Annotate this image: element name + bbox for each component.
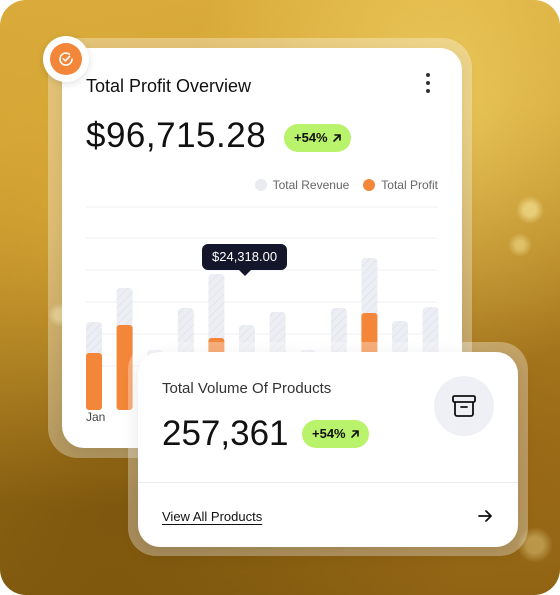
products-volume-value: 257,361 xyxy=(162,414,289,453)
card-divider xyxy=(138,482,518,483)
x-axis-label-first: Jan xyxy=(86,410,106,424)
legend-label-revenue: Total Revenue xyxy=(272,178,350,192)
kebab-menu-icon[interactable] xyxy=(424,73,432,95)
legend-dot-profit xyxy=(363,179,376,191)
legend-item-revenue: Total Revenue xyxy=(254,178,350,192)
box-glyph xyxy=(452,395,476,417)
arrow-right-icon[interactable] xyxy=(476,507,494,525)
products-volume-card: Total Volume Of Products 257,361 +54% Vi… xyxy=(138,352,518,547)
profit-bar[interactable] xyxy=(116,325,133,410)
legend-dot-revenue xyxy=(254,179,267,191)
profit-change-text: +54% xyxy=(294,130,328,145)
legend-label-profit: Total Profit xyxy=(381,178,438,192)
view-all-products-link[interactable]: View All Products xyxy=(162,509,263,524)
chart-legend: Total Revenue Total Profit xyxy=(254,178,438,192)
archive-box-icon[interactable] xyxy=(434,376,494,436)
check-icon xyxy=(59,52,73,66)
products-change-text: +54% xyxy=(312,426,346,441)
chart-tooltip: $24,318.00 xyxy=(202,244,288,276)
profit-amount: $96,715.28 xyxy=(86,116,267,155)
arrow-up-right-icon xyxy=(350,430,359,438)
profit-bar[interactable] xyxy=(86,353,102,410)
legend-item-profit: Total Profit xyxy=(363,178,438,192)
check-circle-icon xyxy=(43,36,89,82)
products-change-badge: +54% xyxy=(302,420,369,448)
profit-change-badge: +54% xyxy=(284,124,351,152)
profit-card-title: Total Profit Overview xyxy=(86,76,252,96)
products-card-title: Total Volume Of Products xyxy=(162,380,332,397)
arrow-up-right-icon xyxy=(332,134,341,142)
